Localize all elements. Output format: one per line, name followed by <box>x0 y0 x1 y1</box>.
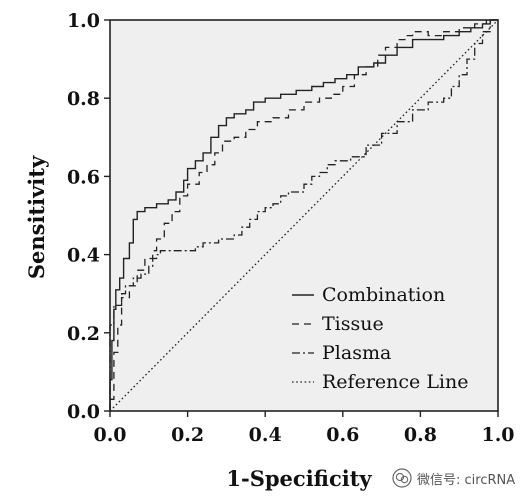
watermark: 微信号: circRNA <box>392 466 515 490</box>
x-tick-label: 0.8 <box>404 424 437 446</box>
series-line-reference-line <box>109 19 499 412</box>
x-axis-label: 1-Specificity <box>226 466 372 491</box>
ticks-layer: 0.00.0 0.2 0.2 0.4 0.4 0.6 0.6 0.8 0.8 1.0 1.0 <box>67 10 515 446</box>
watermark-text: 微信号: circRNA <box>417 472 516 488</box>
series-line-combination <box>109 19 498 411</box>
legend: Combination Tissue Plasma Reference Line <box>292 284 469 393</box>
plot-frame <box>109 19 499 412</box>
series-line-plasma <box>109 19 498 411</box>
x-tick-label: 0.6 <box>326 424 359 446</box>
y-tick-label: 0.0 <box>67 401 100 423</box>
legend-label: Reference Line <box>322 371 469 393</box>
legend-label: Plasma <box>322 342 391 364</box>
x-tick-label: 0.0 <box>93 424 126 446</box>
legend-label: Tissue <box>322 313 384 335</box>
series-line-tissue <box>109 19 498 411</box>
x-tick-label: 0.2 <box>171 424 204 446</box>
wechat-icon <box>392 468 412 488</box>
y-tick-label: 1.0 <box>67 10 100 32</box>
legend-label: Combination <box>322 284 445 306</box>
y-tick-label: 0.2 <box>67 323 100 345</box>
y-tick-label: 0.4 <box>67 245 100 267</box>
y-tick-label: 0.6 <box>67 166 100 188</box>
y-tick-label: 0.8 <box>67 88 100 110</box>
x-tick-label: 1.0 <box>481 424 514 446</box>
y-axis-label: Sensitivity <box>24 155 49 279</box>
series-layer <box>109 19 499 412</box>
x-tick-label: 0.4 <box>249 424 282 446</box>
